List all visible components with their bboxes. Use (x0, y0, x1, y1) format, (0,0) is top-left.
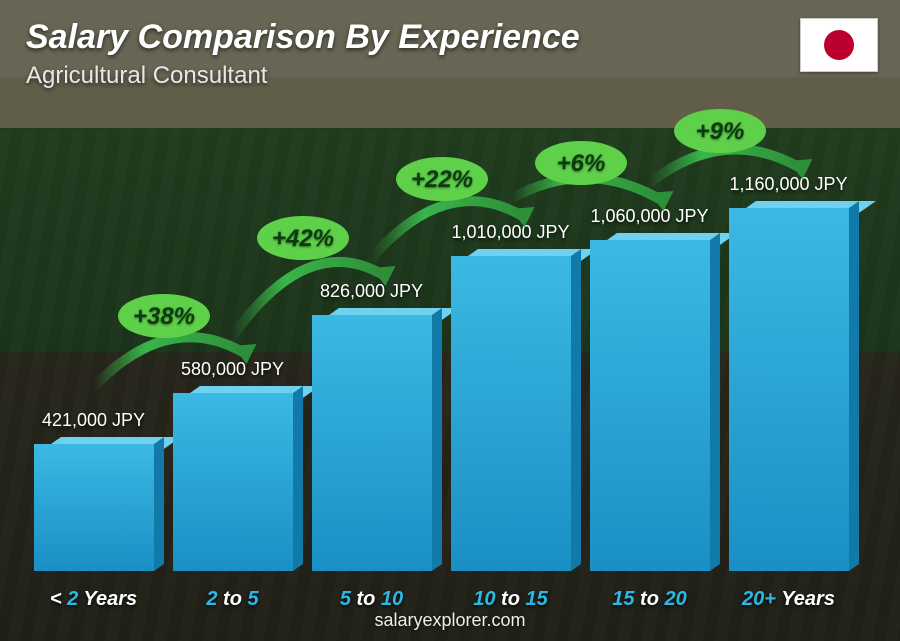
bar-category-label: 10 to 15 (473, 588, 548, 611)
footer-source: salaryexplorer.com (0, 610, 900, 631)
japan-flag (800, 18, 878, 72)
bar-column: 421,000 JPY< 2 Years (30, 410, 157, 571)
bar-category-label: 5 to 10 (340, 588, 403, 611)
bar-column: 1,160,000 JPY20+ Years (725, 174, 852, 571)
bar-value-label: 1,010,000 JPY (451, 222, 569, 243)
bar-column: 580,000 JPY2 to 5 (169, 359, 296, 571)
bar-value-label: 580,000 JPY (181, 359, 284, 380)
bar (729, 201, 849, 571)
bar-category-label: 20+ Years (742, 588, 835, 611)
bar-value-label: 1,160,000 JPY (729, 174, 847, 195)
bar-column: 1,010,000 JPY10 to 15 (447, 222, 574, 571)
bar-column: 1,060,000 JPY15 to 20 (586, 206, 713, 571)
bar (173, 386, 293, 571)
bar (312, 308, 432, 571)
stage: Salary Comparison By Experience Agricult… (0, 0, 900, 641)
bar (34, 437, 154, 571)
bar-column: 826,000 JPY5 to 10 (308, 281, 435, 571)
bar-value-label: 1,060,000 JPY (590, 206, 708, 227)
salary-bar-chart: 421,000 JPY< 2 Years580,000 JPY2 to 5826… (30, 110, 852, 571)
bar-value-label: 826,000 JPY (320, 281, 423, 302)
bar-category-label: < 2 Years (50, 588, 137, 611)
bar (590, 233, 710, 571)
page-subtitle: Agricultural Consultant (26, 62, 267, 90)
page-title: Salary Comparison By Experience (26, 18, 580, 57)
bar-category-label: 2 to 5 (206, 588, 258, 611)
bar-value-label: 421,000 JPY (42, 410, 145, 431)
flag-disc-icon (824, 30, 854, 60)
bar-category-label: 15 to 20 (612, 588, 687, 611)
bar (451, 249, 571, 571)
